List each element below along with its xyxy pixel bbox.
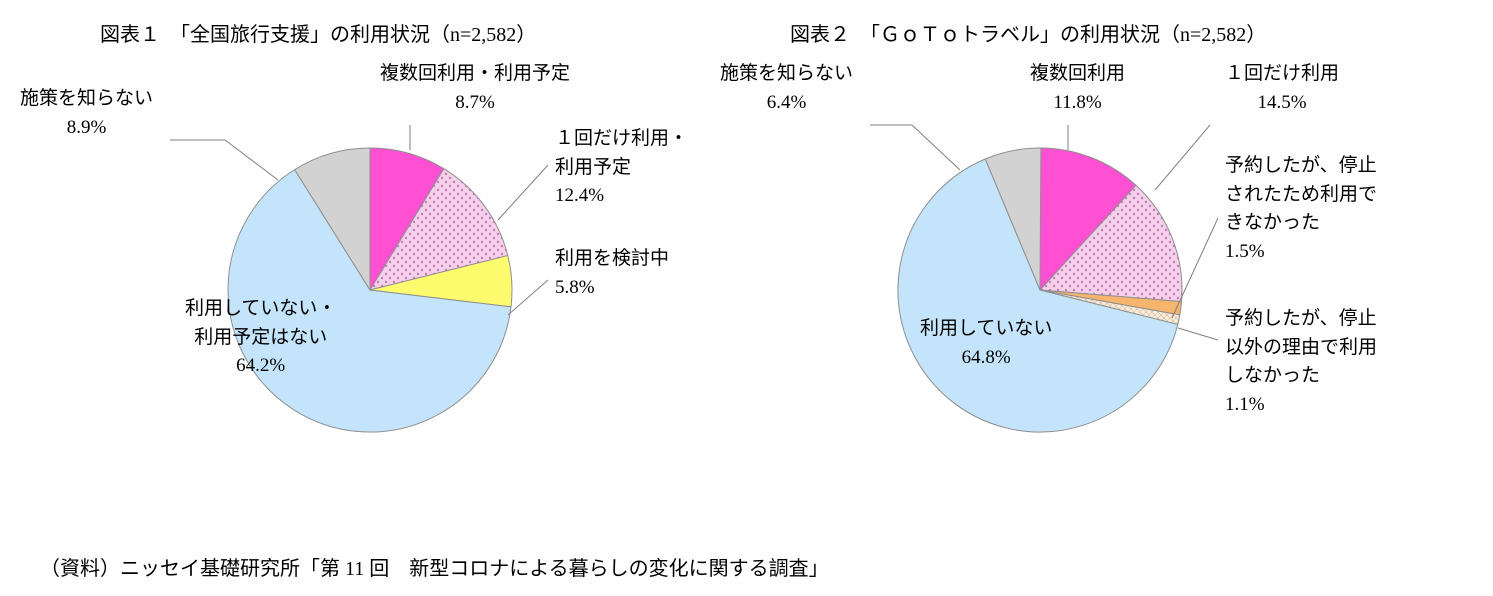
chart2-label-pct-5: 6.4% <box>720 89 853 118</box>
chart1-label-pct-2: 5.8% <box>555 274 669 303</box>
chart1-label-text-1: １回だけ利用・ <box>555 125 688 154</box>
chart2-label-4: 利用していない64.8% <box>920 315 1052 372</box>
chart2-label-0: 複数回利用11.8% <box>1030 60 1125 117</box>
chart2-label-text-1: １回だけ利用 <box>1225 60 1339 89</box>
chart2-label-pct-2: 1.5% <box>1225 238 1377 267</box>
chart1-label-text-3: 利用していない・ <box>185 295 336 324</box>
chart2-label-pct-1: 14.5% <box>1225 89 1339 118</box>
chart2-label-pct-0: 11.8% <box>1030 89 1125 118</box>
chart1-label-pct-3: 64.2% <box>185 352 336 381</box>
chart1-label-text-4: 施策を知らない <box>20 85 153 114</box>
chart2-label-text-2: きなかった <box>1225 209 1377 238</box>
chart2-label-pct-4: 64.8% <box>920 344 1052 373</box>
chart1-label-text-1: 利用予定 <box>555 154 688 183</box>
chart2-label-text-2: 予約したが、停止 <box>1225 152 1377 181</box>
chart1-label-pct-1: 12.4% <box>555 182 688 211</box>
chart2-label-text-0: 複数回利用 <box>1030 60 1125 89</box>
chart1-label-pct-0: 8.7% <box>380 89 570 118</box>
chart1-label-4: 施策を知らない8.9% <box>20 85 153 142</box>
source-citation: （資料）ニッセイ基礎研究所「第 11 回 新型コロナによる暮らしの変化に関する調… <box>40 552 829 581</box>
chart1-label-text-0: 複数回利用・利用予定 <box>380 60 570 89</box>
chart2-leader-3 <box>1178 328 1218 340</box>
chart2-label-1: １回だけ利用14.5% <box>1225 60 1339 117</box>
chart2-label-5: 施策を知らない6.4% <box>720 60 853 117</box>
chart2-label-text-5: 施策を知らない <box>720 60 853 89</box>
chart2-label-3: 予約したが、停止以外の理由で利用しなかった1.1% <box>1225 305 1377 419</box>
chart1-leader-1 <box>498 165 548 220</box>
chart1-leader-2 <box>508 280 548 315</box>
chart2-leader-5 <box>870 125 960 170</box>
chart2-label-text-3: しなかった <box>1225 362 1377 391</box>
chart1-label-0: 複数回利用・利用予定8.7% <box>380 60 570 117</box>
chart1-label-2: 利用を検討中5.8% <box>555 245 669 302</box>
chart2-label-text-4: 利用していない <box>920 315 1052 344</box>
chart2-label-text-3: 予約したが、停止 <box>1225 305 1377 334</box>
chart2-label-text-2: されたため利用で <box>1225 181 1377 210</box>
chart1-label-text-3: 利用予定はない <box>185 324 336 353</box>
chart2-label-2: 予約したが、停止されたため利用できなかった1.5% <box>1225 152 1377 266</box>
chart2-label-text-3: 以外の理由で利用 <box>1225 334 1377 363</box>
chart1-label-pct-4: 8.9% <box>20 114 153 143</box>
chart1-label-3: 利用していない・利用予定はない64.2% <box>185 295 336 381</box>
chart2-leader-1 <box>1155 125 1210 190</box>
chart1-label-text-2: 利用を検討中 <box>555 245 669 274</box>
chart1-leader-4 <box>170 140 278 180</box>
chart2-label-pct-3: 1.1% <box>1225 391 1377 420</box>
chart1-label-1: １回だけ利用・利用予定12.4% <box>555 125 688 211</box>
